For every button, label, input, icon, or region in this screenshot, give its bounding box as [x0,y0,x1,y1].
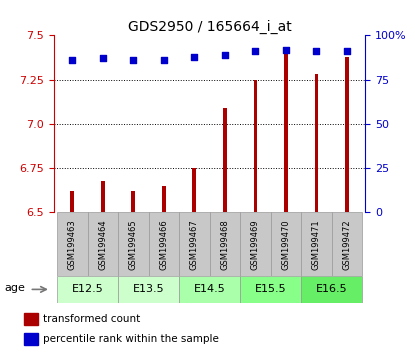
Point [69,57,76,63]
Text: GSM199463: GSM199463 [68,219,77,270]
Text: E16.5: E16.5 [316,284,347,295]
Text: E12.5: E12.5 [72,284,103,295]
FancyBboxPatch shape [301,212,332,276]
Bar [24,313,38,325]
Text: GSM199468: GSM199468 [220,219,229,270]
FancyBboxPatch shape [57,212,88,276]
Point [100,56,106,61]
Bar [162,186,166,212]
Text: GSM199472: GSM199472 [342,219,352,270]
FancyBboxPatch shape [88,212,118,276]
Text: E15.5: E15.5 [255,284,286,295]
FancyBboxPatch shape [57,276,118,303]
Point [344,48,350,54]
Text: GSM199467: GSM199467 [190,219,199,270]
Bar [284,50,288,212]
FancyBboxPatch shape [301,276,362,303]
Point [130,57,137,63]
Text: GSM199471: GSM199471 [312,219,321,270]
Bar [71,191,74,212]
FancyBboxPatch shape [271,212,301,276]
Text: GSM199464: GSM199464 [98,219,107,270]
Bar [101,181,105,212]
Bar [24,332,38,345]
FancyBboxPatch shape [210,212,240,276]
Text: GSM199470: GSM199470 [281,219,290,270]
Text: transformed count: transformed count [43,314,141,324]
FancyBboxPatch shape [240,212,271,276]
Text: GSM199469: GSM199469 [251,219,260,270]
FancyBboxPatch shape [332,212,362,276]
Text: age: age [5,283,25,293]
FancyBboxPatch shape [118,276,179,303]
Text: E13.5: E13.5 [133,284,164,295]
Bar [315,74,318,212]
Text: GSM199466: GSM199466 [159,219,168,270]
Bar [345,57,349,212]
Text: GSM199465: GSM199465 [129,219,138,270]
Bar [223,108,227,212]
Point [313,48,320,54]
FancyBboxPatch shape [149,212,179,276]
Point [252,48,259,54]
Text: percentile rank within the sample: percentile rank within the sample [43,334,219,344]
FancyBboxPatch shape [240,276,301,303]
Bar [193,168,196,212]
Point [191,54,198,59]
Point [283,47,289,52]
Point [222,52,228,58]
FancyBboxPatch shape [179,212,210,276]
FancyBboxPatch shape [118,212,149,276]
Point [161,57,167,63]
Bar [132,191,135,212]
Bar [254,80,257,212]
Title: GDS2950 / 165664_i_at: GDS2950 / 165664_i_at [128,20,291,34]
Text: E14.5: E14.5 [194,284,225,295]
FancyBboxPatch shape [179,276,240,303]
